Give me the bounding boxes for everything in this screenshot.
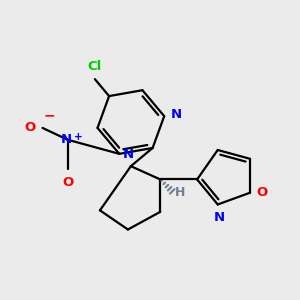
Text: N: N [122,148,134,161]
Text: Cl: Cl [88,60,102,73]
Text: O: O [62,176,73,189]
Text: H: H [175,186,185,199]
Text: N: N [171,108,182,121]
Text: O: O [25,122,36,134]
Text: N: N [61,133,72,146]
Text: N: N [214,211,225,224]
Text: O: O [256,186,268,199]
Text: −: − [44,109,56,123]
Text: +: + [74,132,83,142]
